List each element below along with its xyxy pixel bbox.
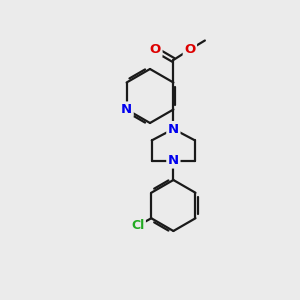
Text: N: N (121, 103, 132, 116)
Text: N: N (168, 122, 179, 136)
Text: Cl: Cl (131, 219, 144, 232)
Text: N: N (168, 154, 179, 167)
Text: O: O (184, 43, 196, 56)
Text: O: O (150, 43, 161, 56)
